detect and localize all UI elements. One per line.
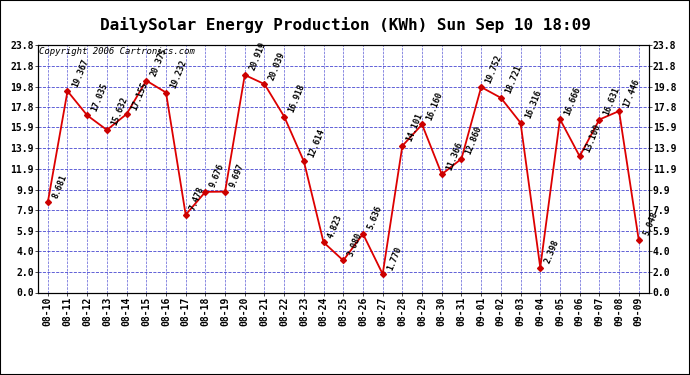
Text: 7.478: 7.478 <box>188 185 206 212</box>
Text: 5.048: 5.048 <box>642 211 659 237</box>
Text: 9.697: 9.697 <box>228 162 246 189</box>
Text: 17.035: 17.035 <box>90 81 110 112</box>
Text: 17.155: 17.155 <box>129 80 149 111</box>
Text: 18.721: 18.721 <box>504 64 523 95</box>
Text: 20.039: 20.039 <box>267 50 287 81</box>
Text: 11.366: 11.366 <box>444 140 464 171</box>
Text: 5.636: 5.636 <box>366 204 384 231</box>
Text: 20.919: 20.919 <box>248 41 267 72</box>
Text: 16.631: 16.631 <box>602 86 622 117</box>
Text: 16.316: 16.316 <box>523 89 543 120</box>
Text: 20.375: 20.375 <box>149 46 168 78</box>
Text: 19.367: 19.367 <box>70 57 90 88</box>
Text: 1.770: 1.770 <box>386 245 403 272</box>
Text: 19.752: 19.752 <box>484 53 504 84</box>
Text: 16.160: 16.160 <box>425 90 444 122</box>
Text: DailySolar Energy Production (KWh) Sun Sep 10 18:09: DailySolar Energy Production (KWh) Sun S… <box>99 17 591 33</box>
Text: 14.101: 14.101 <box>405 112 425 143</box>
Text: 9.676: 9.676 <box>208 162 226 189</box>
Text: 2.398: 2.398 <box>543 238 561 265</box>
Text: 8.681: 8.681 <box>50 173 68 200</box>
Text: 4.823: 4.823 <box>326 213 344 240</box>
Text: 12.614: 12.614 <box>306 128 326 159</box>
Text: 15.632: 15.632 <box>110 96 129 127</box>
Text: 12.860: 12.860 <box>464 125 484 156</box>
Text: 16.918: 16.918 <box>287 82 306 114</box>
Text: 13.100: 13.100 <box>582 122 602 153</box>
Text: 19.232: 19.232 <box>169 58 188 90</box>
Text: 3.080: 3.080 <box>346 231 364 258</box>
Text: Copyright 2006 Cartronics.com: Copyright 2006 Cartronics.com <box>39 48 195 57</box>
Text: 16.666: 16.666 <box>563 85 582 116</box>
Text: 17.446: 17.446 <box>622 77 642 108</box>
